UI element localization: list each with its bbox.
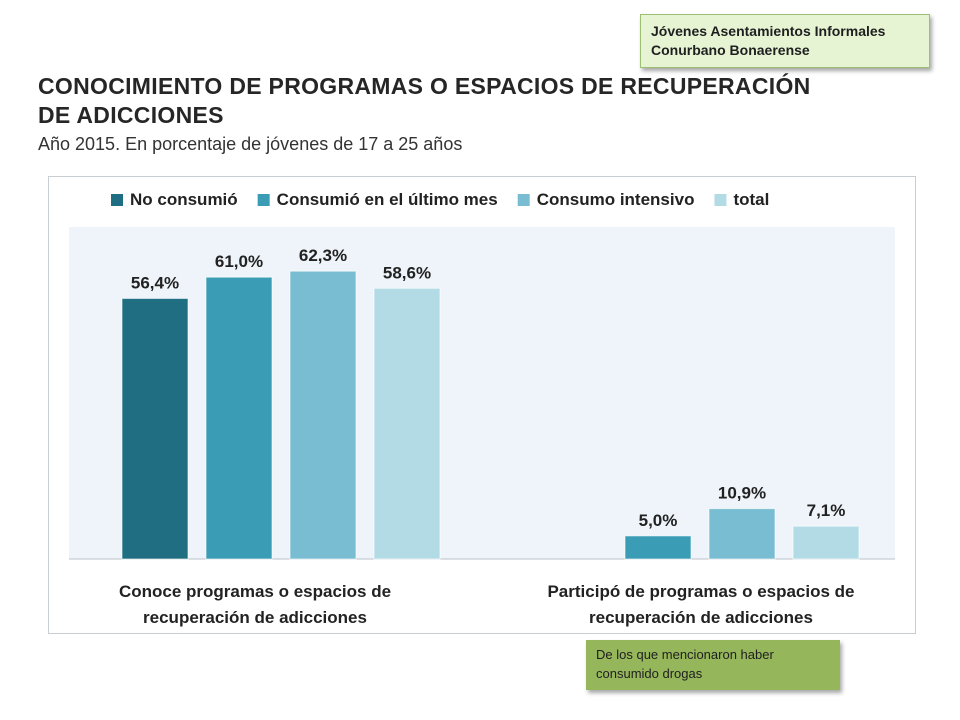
- bar-2-2: [624, 535, 692, 560]
- category-label-1-line2: recuperación de adicciones: [143, 608, 367, 627]
- legend-swatch-1: [111, 194, 123, 206]
- footnote-box: De los que mencionaron haber consumido d…: [586, 640, 840, 690]
- page-subtitle: Año 2015. En porcentaje de jóvenes de 17…: [38, 134, 463, 154]
- category-label-1-line1: Conoce programas o espacios de: [119, 582, 391, 601]
- bar-1-4: [373, 287, 441, 560]
- data-label-2-3: 10,9%: [718, 484, 766, 503]
- legend-label-1: No consumió: [130, 190, 238, 209]
- page-title: CONOCIMIENTO DE PROGRAMAS O ESPACIOS DE …: [38, 72, 918, 130]
- legend-swatch-3: [517, 194, 530, 206]
- bar-2-4: [792, 525, 860, 560]
- title-line1: CONOCIMIENTO DE PROGRAMAS O ESPACIOS DE …: [38, 73, 811, 99]
- bar-chart: No consumió Consumió en el último mes Cons…: [69, 190, 895, 627]
- legend-label-3: Consumo intensivo: [537, 190, 695, 209]
- bar-1-2: [205, 276, 273, 560]
- footnote-line2: consumido drogas: [596, 666, 703, 681]
- bar-1-1: [121, 297, 189, 560]
- title-line2: DE ADICCIONES: [38, 102, 224, 128]
- legend-swatch-2: [257, 194, 270, 206]
- footnote-line1: De los que mencionaron haber: [596, 647, 774, 662]
- chart-frame: No consumió Consumió en el último mes Cons…: [48, 176, 916, 634]
- legend-swatch-4: [714, 194, 727, 206]
- data-label-2-4: 7,1%: [807, 501, 846, 520]
- bar-2-3: [708, 508, 776, 560]
- legend-label-4: total: [733, 190, 769, 209]
- population-tag-line1: Jóvenes Asentamientos Informales: [651, 23, 886, 39]
- data-label-1-2: 61,0%: [215, 252, 263, 271]
- data-label-1-1: 56,4%: [131, 273, 179, 292]
- data-label-2-2: 5,0%: [639, 511, 678, 530]
- data-label-1-4: 58,6%: [383, 263, 431, 282]
- category-label-2-line2: recuperación de adicciones: [589, 608, 813, 627]
- bar-1-3: [289, 270, 357, 560]
- legend-label-2: Consumió en el último mes: [277, 190, 498, 209]
- data-label-1-3: 62,3%: [299, 246, 347, 265]
- population-tag-line2: Conurbano Bonaerense: [651, 42, 810, 58]
- population-tag: Jóvenes Asentamientos Informales Conurba…: [640, 14, 930, 68]
- category-label-2-line1: Participó de programas o espacios de: [547, 582, 854, 601]
